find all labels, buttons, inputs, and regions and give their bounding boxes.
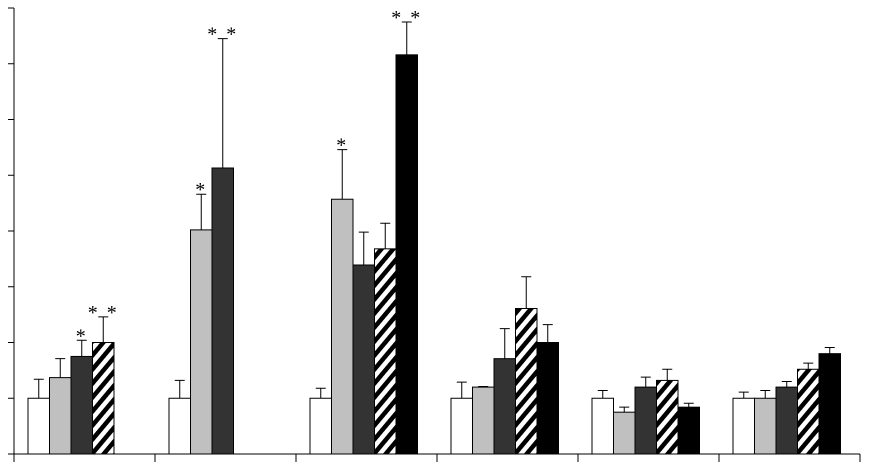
error-bar [662, 368, 673, 381]
significance-marker: * [195, 179, 207, 201]
bar [634, 386, 657, 455]
bar [450, 397, 473, 455]
bar [472, 386, 495, 455]
bar [818, 353, 841, 455]
significance-marker: * [76, 325, 88, 347]
bar [211, 167, 234, 455]
bar [613, 411, 636, 455]
bar [591, 397, 614, 455]
error-bar [76, 339, 87, 357]
bar [70, 355, 93, 455]
bar [352, 264, 375, 455]
bar [515, 307, 538, 455]
bar [190, 229, 213, 455]
bar [754, 397, 777, 455]
error-bar [478, 386, 489, 388]
error-bar [217, 38, 228, 169]
error-bar [337, 149, 348, 200]
error-bar [174, 379, 185, 399]
bar [168, 397, 191, 455]
error-bar [640, 376, 651, 388]
error-bar [33, 378, 44, 399]
bar [374, 248, 397, 455]
error-bar [738, 391, 749, 399]
bar [656, 379, 679, 455]
error-bar [55, 358, 66, 378]
error-bar [824, 347, 835, 354]
error-bar [401, 21, 412, 55]
bar [493, 358, 516, 455]
error-bar [315, 387, 326, 399]
error-bar [760, 389, 771, 399]
error-bar [521, 276, 532, 309]
bar [92, 342, 115, 455]
bar [49, 377, 72, 455]
bar [309, 397, 332, 455]
significance-marker: * * [391, 7, 422, 29]
significance-marker: * * [88, 302, 119, 324]
error-bar [542, 324, 553, 343]
bar [536, 342, 559, 455]
bar [331, 198, 354, 455]
error-bar [781, 381, 792, 388]
bar [27, 397, 50, 455]
significance-marker: * * [207, 24, 238, 46]
error-bar [98, 316, 109, 343]
error-bar [619, 406, 630, 413]
error-bar [196, 193, 207, 230]
bar [732, 397, 755, 455]
error-bar [456, 381, 467, 399]
bar [775, 386, 798, 455]
bar [797, 368, 820, 455]
error-bar [597, 389, 608, 399]
bar [677, 406, 700, 455]
error-bar [380, 222, 391, 249]
error-bar [499, 328, 510, 359]
significance-marker: * [336, 135, 348, 157]
bar [395, 54, 418, 455]
error-bar [683, 402, 694, 408]
error-bar [358, 231, 369, 266]
error-bar [803, 362, 814, 370]
